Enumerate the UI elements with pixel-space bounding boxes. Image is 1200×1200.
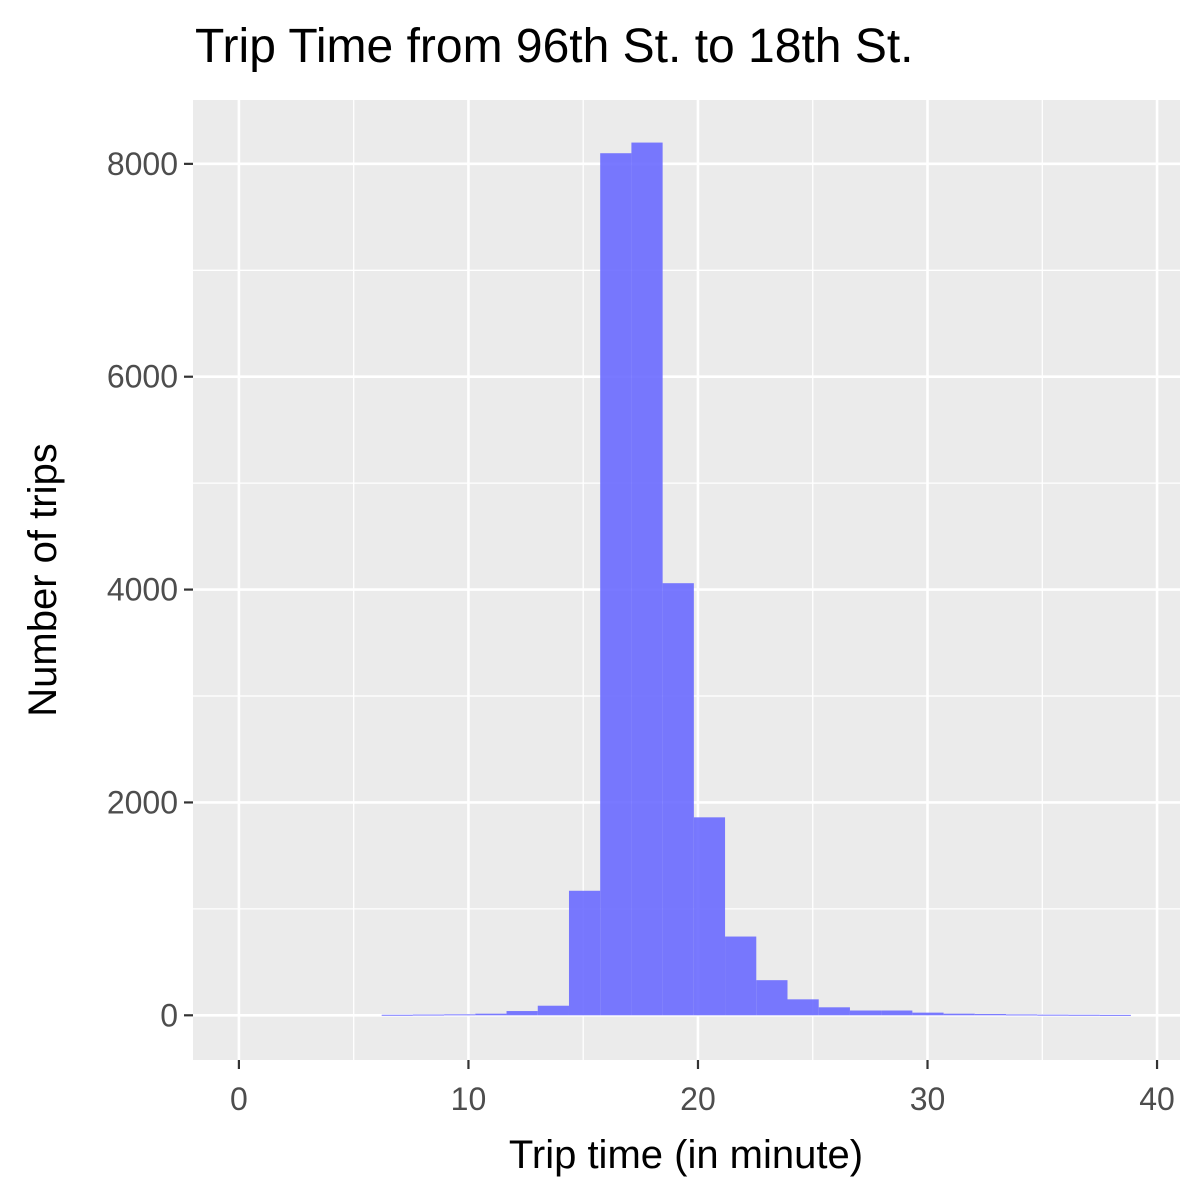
histogram-bar [662,583,694,1016]
histogram-bar [1068,1014,1100,1016]
y-axis: 0 2000 4000 6000 8000 [107,146,193,1033]
histogram-bar [1037,1014,1069,1016]
histogram-bar [537,1005,569,1016]
histogram-bar [1099,1014,1131,1016]
histogram-bar [693,817,726,1016]
histogram-bar [787,999,819,1016]
histogram-bar [756,980,788,1016]
histogram-bar [974,1014,1007,1016]
y-tick-label: 2000 [107,784,178,820]
x-tick-label: 0 [230,1081,248,1117]
histogram-bar [506,1011,538,1016]
x-tick-label: 20 [680,1081,716,1117]
histogram-bar [631,142,663,1016]
histogram-bar [849,1010,882,1016]
y-tick-label: 4000 [107,572,178,608]
histogram-bar [444,1014,476,1016]
x-tick-label: 30 [910,1081,946,1117]
x-tick-label: 40 [1139,1081,1175,1117]
x-axis: 0 10 20 30 40 [230,1060,1175,1117]
x-tick-label: 10 [451,1081,487,1117]
y-tick-label: 6000 [107,359,178,395]
y-tick-label: 0 [160,997,178,1033]
histogram-bar [881,1010,913,1016]
histogram-bar [943,1013,975,1016]
histogram-bar [475,1013,507,1016]
histogram-bar [381,1014,413,1016]
x-axis-title: Trip time (in minute) [509,1133,863,1177]
histogram-bar [818,1007,850,1016]
histogram-bar [725,936,757,1016]
histogram-bars [381,142,1131,1016]
histogram-bar [1006,1014,1038,1016]
histogram-bar [600,153,632,1016]
y-tick-label: 8000 [107,146,178,182]
chart-title: Trip Time from 96th St. to 18th St. [195,20,914,73]
histogram-bar [412,1014,445,1016]
histogram-bar [568,890,601,1016]
histogram-bar [912,1012,944,1016]
y-axis-title: Number of trips [21,443,65,716]
